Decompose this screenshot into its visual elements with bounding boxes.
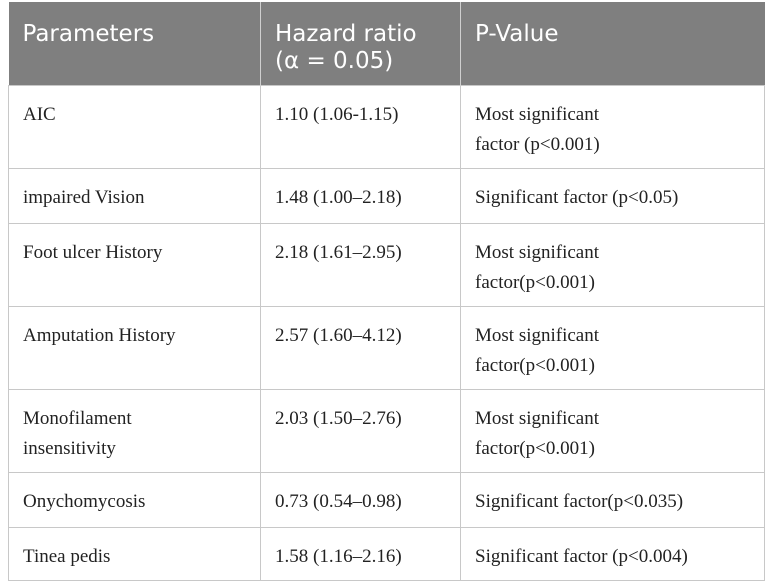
cell-hazard-ratio: 1.48 (1.00–2.18) (260, 168, 461, 224)
header-hazard-ratio-text: Hazard ratio (α = 0.05) (275, 21, 417, 74)
cell-p-value: Significant factor(p<0.035) (460, 472, 765, 528)
cell-parameter: Foot ulcer History (8, 223, 261, 307)
table-row: Foot ulcer History 2.18 (1.61–2.95) Most… (8, 223, 765, 307)
table-row: Onychomycosis 0.73 (0.54–0.98) Significa… (8, 472, 765, 528)
cell-hazard-ratio: 2.18 (1.61–2.95) (260, 223, 461, 307)
cell-p-value: Most significant factor (p<0.001) (460, 85, 765, 169)
table-row: Tinea pedis 1.58 (1.16–2.16) Significant… (8, 527, 765, 581)
cell-parameter: impaired Vision (8, 168, 261, 224)
cell-hazard-ratio: 2.57 (1.60–4.12) (260, 306, 461, 390)
cell-hazard-ratio: 1.58 (1.16–2.16) (260, 527, 461, 581)
cell-parameter: Onychomycosis (8, 472, 261, 528)
hazard-ratio-table-container: Parameters Hazard ratio (α = 0.05) P-Val… (8, 2, 765, 581)
cell-hazard-ratio: 0.73 (0.54–0.98) (260, 472, 461, 528)
table-body: AIC 1.10 (1.06-1.15) Most significant fa… (8, 85, 765, 581)
cell-p-value: Most significant factor(p<0.001) (460, 389, 765, 473)
header-p-value: P-Value (460, 2, 765, 86)
cell-p-value: Most significant factor(p<0.001) (460, 223, 765, 307)
cell-p-value: Significant factor (p<0.004) (460, 527, 765, 581)
header-hazard-ratio: Hazard ratio (α = 0.05) (260, 2, 461, 86)
hazard-ratio-table: Parameters Hazard ratio (α = 0.05) P-Val… (8, 2, 765, 581)
table-row: Amputation History 2.57 (1.60–4.12) Most… (8, 306, 765, 390)
table-row: impaired Vision 1.48 (1.00–2.18) Signifi… (8, 168, 765, 224)
cell-hazard-ratio: 2.03 (1.50–2.76) (260, 389, 461, 473)
cell-parameter: AIC (8, 85, 261, 169)
cell-parameter: Amputation History (8, 306, 261, 390)
cell-p-value: Significant factor (p<0.05) (460, 168, 765, 224)
table-row: Monofilament insensitivity 2.03 (1.50–2.… (8, 389, 765, 473)
cell-parameter: Monofilament insensitivity (8, 389, 261, 473)
header-parameters: Parameters (8, 2, 261, 86)
cell-hazard-ratio: 1.10 (1.06-1.15) (260, 85, 461, 169)
cell-parameter: Tinea pedis (8, 527, 261, 581)
table-header: Parameters Hazard ratio (α = 0.05) P-Val… (8, 2, 765, 86)
cell-p-value: Most significant factor(p<0.001) (460, 306, 765, 390)
header-row: Parameters Hazard ratio (α = 0.05) P-Val… (8, 2, 765, 86)
table-row: AIC 1.10 (1.06-1.15) Most significant fa… (8, 85, 765, 169)
